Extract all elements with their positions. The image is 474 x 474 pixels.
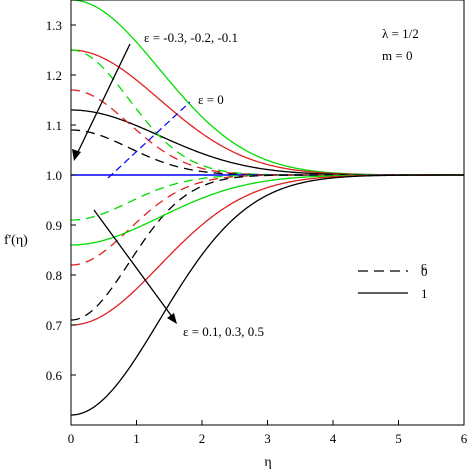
series-group <box>70 0 464 416</box>
x-tick-label: 6 <box>461 431 468 446</box>
legend: c 0 1 <box>358 258 428 301</box>
y-tick-label: 1.0 <box>46 168 62 183</box>
y-tick-label: 1.2 <box>46 68 62 83</box>
x-axis-label: η <box>264 455 271 470</box>
x-tick-label: 0 <box>68 431 75 446</box>
x-tick-label: 1 <box>133 431 140 446</box>
x-tick-label: 3 <box>264 431 271 446</box>
series-line-eps-0_5-c-0 <box>70 174 464 321</box>
arrowhead-negative-eps <box>72 149 81 161</box>
annotation-positive-eps: ε = 0.1, 0.3, 0.5 <box>183 324 264 339</box>
series-line-eps-0_5-c-1 <box>70 174 464 416</box>
annotation-zero-eps: ε = 0 <box>198 92 224 107</box>
y-tick-label: 0.8 <box>46 268 62 283</box>
y-tick-label: 0.7 <box>46 318 63 333</box>
y-tick-label: 0.6 <box>46 368 63 383</box>
legend-label-1: 1 <box>421 286 428 301</box>
series-line-eps-0_3-c-0 <box>70 174 464 266</box>
ticks-group <box>70 24 465 425</box>
y-tick-label: 0.9 <box>46 218 62 233</box>
y-tick-label: 1.3 <box>46 18 62 33</box>
arrow-negative-eps <box>75 43 131 157</box>
y-tick-label: 1.1 <box>46 118 62 133</box>
legend-title: c <box>421 258 427 273</box>
x-tick-label: 5 <box>395 431 402 446</box>
annotation-negative-eps: ε = -0.3, -0.2, -0.1 <box>144 30 238 45</box>
x-tick-label: 4 <box>330 431 337 446</box>
arrow-positive-eps <box>93 209 174 319</box>
arrowhead-positive-eps <box>167 313 177 324</box>
parameter-lambda: λ = 1/2 <box>382 26 419 41</box>
legend-label-0: 0 <box>421 264 428 279</box>
y-axis-label: f'(η) <box>4 233 28 248</box>
x-tick-label: 2 <box>199 431 206 446</box>
parameter-m: m = 0 <box>382 48 412 63</box>
arrow-zero-eps <box>107 101 191 179</box>
tick-labels-group: 0 1 2 3 4 5 6 0.6 0.7 0.8 0.9 1.0 1.1 1.2 1.3 <box>46 18 468 446</box>
